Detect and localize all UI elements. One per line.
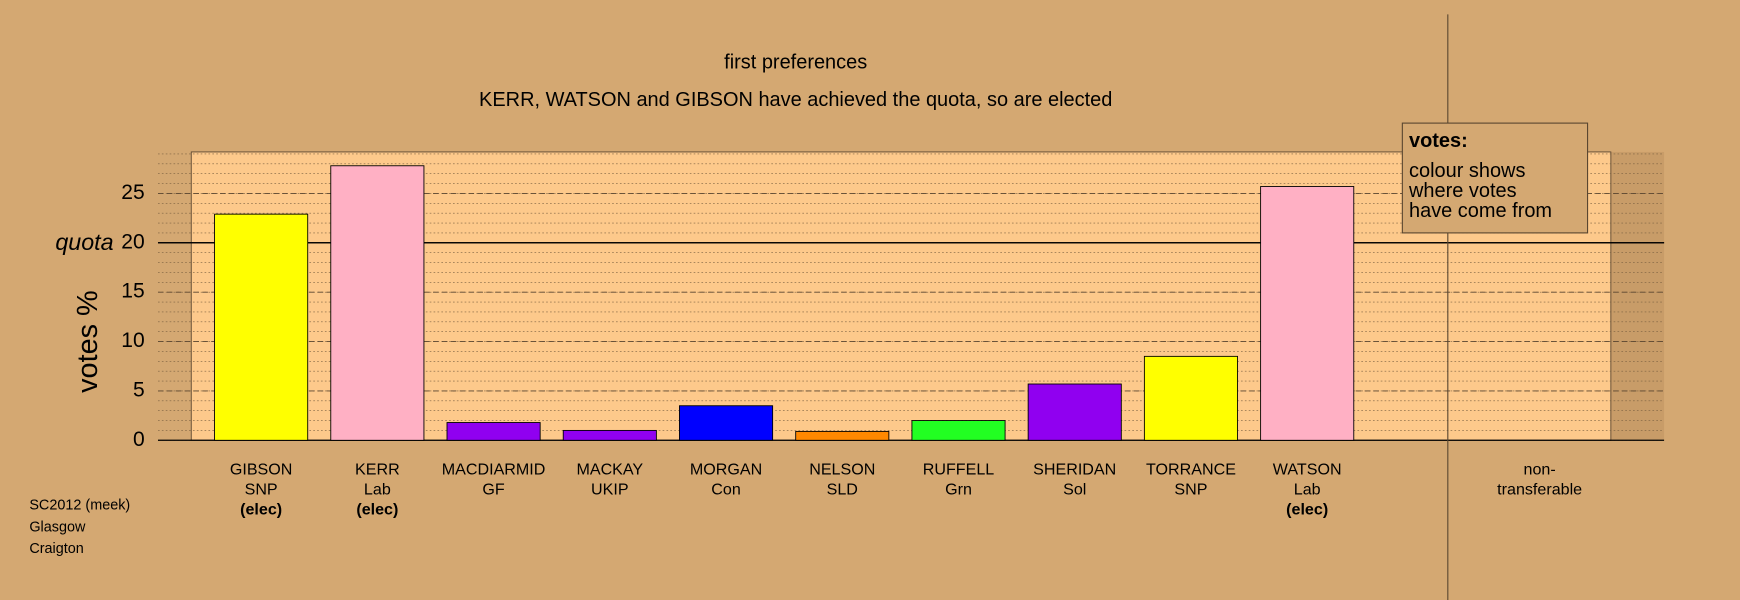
x-tick-label: MACKAY — [576, 460, 643, 478]
bar — [679, 405, 774, 441]
x-tick-label: (elec) — [240, 500, 282, 518]
chart-subtitle: KERR, WATSON and GIBSON have achieved th… — [479, 89, 1112, 111]
y-tick-label: 0 — [133, 428, 145, 451]
note: Glasgow — [29, 520, 86, 536]
legend-title: votes: — [1409, 130, 1468, 152]
y-tick-label: 5 — [133, 378, 145, 401]
legend-text: colour shows — [1409, 160, 1525, 182]
x-tick-label: SNP — [1174, 480, 1207, 498]
x-tick-label: GIBSON — [230, 460, 293, 478]
legend-text: where votes — [1408, 180, 1517, 202]
bar — [911, 420, 1006, 441]
bar — [214, 213, 309, 441]
x-tick-label: KERR — [355, 460, 400, 478]
y-tick-label: 10 — [121, 329, 144, 352]
bar — [1027, 383, 1122, 441]
x-tick-label: NELSON — [809, 460, 875, 478]
y-tick-label: 15 — [121, 280, 144, 303]
x-tick-label: MACDIARMID — [442, 460, 546, 478]
x-tick-label: Sol — [1063, 480, 1086, 498]
bar — [1260, 186, 1355, 441]
x-tick-label: MORGAN — [690, 460, 762, 478]
x-tick-label: Lab — [1294, 480, 1321, 498]
x-tick-label: Lab — [364, 480, 391, 498]
bar — [446, 422, 541, 441]
plot-area — [190, 151, 1612, 441]
bar — [562, 429, 657, 441]
x-tick-label: transferable — [1497, 480, 1582, 498]
legend-text: have come from — [1409, 200, 1552, 222]
x-tick-label: non- — [1524, 460, 1556, 478]
bar — [795, 430, 890, 441]
x-tick-label: GF — [482, 480, 505, 498]
x-tick-label: RUFFELL — [923, 460, 995, 478]
y-tick-label: 20 — [121, 230, 144, 253]
bar — [330, 165, 425, 441]
x-tick-label: Con — [711, 480, 741, 498]
y-tick-label: 25 — [121, 181, 144, 204]
legend-box — [1401, 122, 1589, 234]
x-tick-label: TORRANCE — [1146, 460, 1236, 478]
x-tick-label: (elec) — [356, 500, 398, 518]
x-tick-label: SHERIDAN — [1033, 460, 1116, 478]
chart-title: first preferences — [724, 51, 867, 73]
x-tick-label: UKIP — [591, 480, 629, 498]
note: Craigton — [29, 541, 83, 557]
note: SC2012 (meek) — [29, 498, 130, 514]
marks: GIBSON SNP (elec) KERR Lab (elec) MACDIARMID GF… — [214, 165, 1582, 518]
y-axis-label: votes % — [72, 290, 104, 393]
x-tick-label: Grn — [945, 480, 972, 498]
x-tick-label: SLD — [827, 480, 858, 498]
x-tick-label: WATSON — [1273, 460, 1342, 478]
side-shade — [1610, 151, 1665, 441]
x-tick-label: SNP — [245, 480, 278, 498]
x-tick-label: (elec) — [1286, 500, 1328, 518]
bar — [1143, 355, 1238, 441]
quota-label: quota — [55, 229, 113, 255]
